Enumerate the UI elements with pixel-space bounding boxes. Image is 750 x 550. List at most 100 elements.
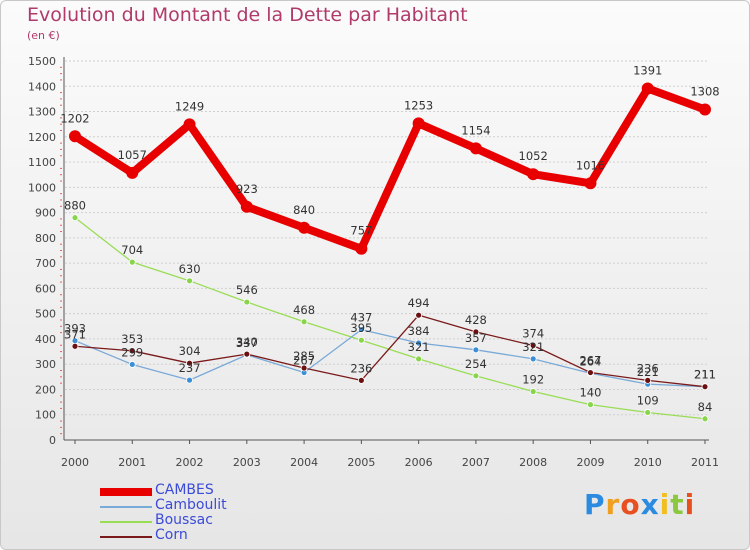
legend-item: Boussac (100, 512, 300, 529)
data-point (472, 346, 480, 354)
y-tick-label: 1400 (28, 80, 56, 93)
legend-item: Camboulit (100, 497, 300, 514)
series-line-camboulit (74, 328, 706, 388)
y-tick-label: 200 (35, 383, 56, 396)
data-point (186, 277, 193, 285)
data-label: 1253 (404, 98, 433, 112)
legend-label: Corn (155, 527, 188, 543)
legend-item: Corn (100, 527, 300, 544)
data-label: 428 (465, 313, 487, 327)
data-label: 1249 (175, 99, 204, 113)
data-label: 267 (579, 354, 601, 368)
data-label: 1308 (690, 85, 719, 99)
x-tick-label: 2006 (405, 456, 433, 469)
x-tick-label: 2001 (118, 456, 146, 469)
y-tick-label: 1000 (28, 181, 56, 194)
data-point (641, 82, 654, 95)
legend-swatch (100, 506, 152, 508)
y-tick-label: 700 (35, 257, 56, 270)
series-line-boussac (74, 217, 706, 420)
data-label: 393 (64, 322, 86, 336)
data-label: 264 (579, 354, 601, 368)
data-label: 211 (694, 368, 716, 382)
data-label: 236 (637, 361, 659, 375)
data-point (701, 383, 709, 391)
legend-swatch (100, 488, 152, 496)
logo-letter: P (584, 488, 606, 521)
data-label: 84 (698, 400, 713, 414)
data-point (300, 364, 308, 372)
data-point (126, 166, 139, 179)
legend-label: Boussac (155, 512, 213, 528)
data-label: 211 (694, 368, 716, 382)
chart-title: Evolution du Montant de la Dette par Hab… (27, 4, 468, 26)
data-point (644, 376, 652, 384)
data-point (415, 355, 423, 363)
data-label: 1154 (461, 123, 490, 137)
proxiti-logo: Proxiti (584, 488, 695, 521)
data-label: 321 (408, 340, 430, 354)
data-point (699, 103, 711, 116)
data-point (357, 336, 365, 344)
data-label: 304 (179, 344, 201, 358)
data-point (243, 350, 251, 358)
legend-swatch (100, 521, 152, 523)
chart-unit: (en €) (27, 29, 60, 42)
data-point (186, 376, 193, 384)
data-point (69, 130, 81, 143)
x-tick-label: 2004 (290, 456, 318, 469)
y-tick-label: 400 (35, 333, 56, 346)
data-point (701, 415, 709, 423)
series-line-cambes (71, 84, 709, 253)
legend-label: CAMBES (155, 482, 214, 498)
data-label: 880 (64, 199, 86, 213)
data-label: 236 (350, 361, 372, 375)
y-tick-label: 100 (35, 409, 56, 422)
data-label: 1391 (633, 64, 662, 78)
data-point (357, 376, 365, 384)
x-tick-label: 2008 (519, 456, 547, 469)
data-point (527, 168, 540, 181)
data-point (584, 177, 597, 190)
logo-letter: i (659, 488, 671, 521)
y-tick-label: 300 (35, 358, 56, 371)
data-label: 109 (637, 393, 659, 407)
data-point (415, 339, 423, 347)
data-label: 1202 (60, 111, 89, 125)
data-label: 353 (121, 332, 143, 346)
data-label: 1052 (519, 149, 548, 163)
data-point (355, 242, 368, 255)
data-label: 267 (293, 354, 315, 368)
data-label: 285 (293, 349, 315, 363)
data-label: 704 (121, 243, 143, 257)
data-point (469, 142, 482, 155)
data-point (357, 326, 365, 333)
data-point (644, 409, 652, 416)
data-point (529, 388, 537, 395)
data-label: 923 (236, 182, 258, 196)
data-label: 321 (522, 340, 544, 354)
logo-letter: t (670, 488, 685, 521)
x-tick-label: 2002 (176, 456, 204, 469)
y-tick-label: 1100 (28, 156, 56, 169)
data-label: 254 (465, 357, 487, 371)
x-tick-label: 2010 (634, 456, 662, 469)
data-label: 437 (350, 311, 372, 325)
x-tick-label: 2005 (347, 456, 375, 469)
data-label: 757 (350, 224, 372, 238)
data-label: 468 (293, 303, 315, 317)
data-point (71, 342, 79, 350)
data-point (128, 361, 136, 368)
data-point (529, 355, 537, 363)
data-point (186, 359, 193, 367)
data-label: 299 (121, 345, 143, 359)
data-label: 546 (236, 283, 258, 297)
data-label: 374 (522, 327, 544, 341)
data-label: 140 (579, 386, 601, 400)
x-tick-label: 2003 (233, 456, 261, 469)
data-label: 337 (236, 336, 258, 350)
data-label: 1016 (576, 158, 605, 172)
legend-item: CAMBES (100, 482, 300, 499)
x-tick-label: 2009 (576, 456, 604, 469)
